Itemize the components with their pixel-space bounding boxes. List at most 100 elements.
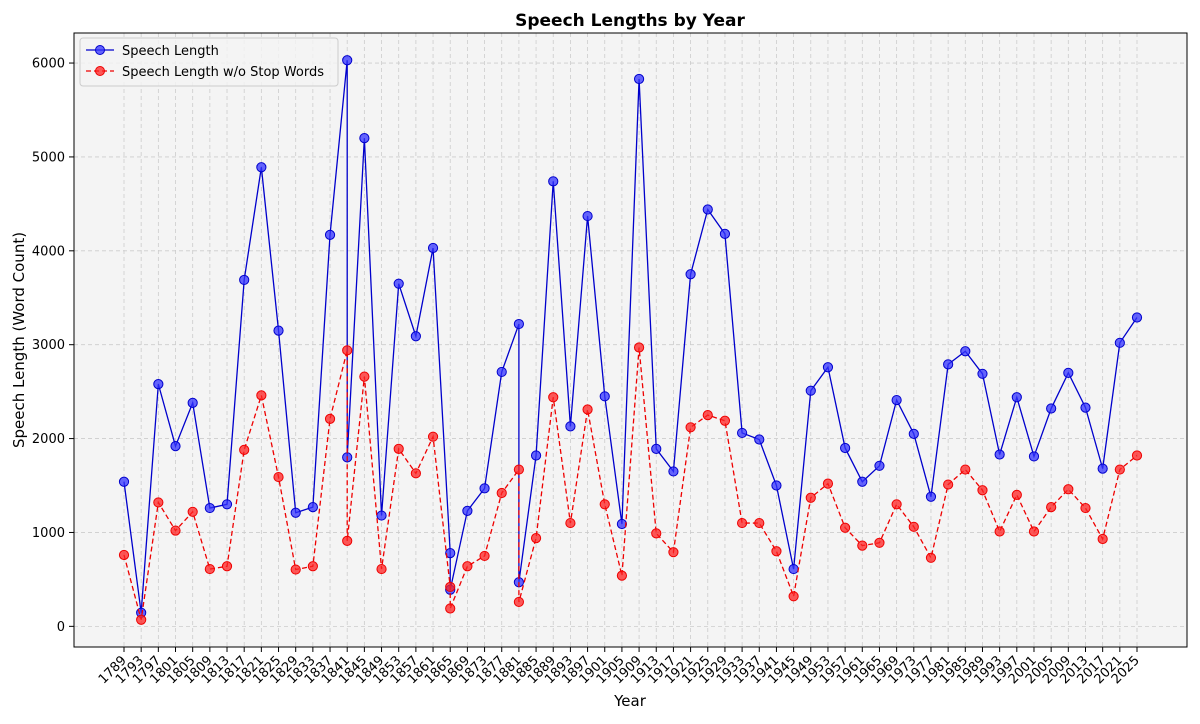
data-point (479, 483, 490, 494)
data-point (427, 242, 439, 254)
data-point (651, 443, 662, 455)
data-point (977, 368, 988, 379)
data-point (651, 528, 662, 539)
x-axis: 1789179317971801180518091813181718211825… (96, 647, 1143, 687)
data-point (994, 449, 1005, 460)
data-point (410, 468, 421, 479)
data-point (1046, 502, 1057, 513)
data-point (737, 517, 748, 529)
data-point (1046, 403, 1057, 414)
data-point (496, 487, 507, 499)
data-point (273, 325, 284, 336)
data-point (1028, 451, 1040, 462)
data-point (187, 397, 198, 409)
data-point (719, 415, 731, 426)
data-point (170, 525, 181, 536)
data-point (719, 228, 731, 240)
data-point (342, 55, 353, 66)
legend-box (79, 37, 339, 87)
data-point (1011, 489, 1022, 501)
data-point (256, 390, 267, 401)
data-point (857, 476, 868, 487)
data-point (633, 73, 645, 85)
series-1 (118, 55, 1143, 618)
data-point (290, 564, 301, 575)
data-point (118, 476, 130, 487)
data-point (1080, 502, 1091, 514)
data-point (633, 342, 645, 353)
data-point (668, 547, 679, 558)
data-point (1114, 337, 1125, 348)
data-point (943, 359, 954, 370)
data-point (153, 497, 164, 508)
data-point (359, 133, 370, 144)
data-point (668, 466, 679, 477)
data-point (754, 517, 765, 529)
data-point (187, 506, 198, 517)
data-point (565, 421, 576, 432)
data-point (513, 318, 524, 330)
legend: Speech Length Speech Length w/o Stop Wor… (79, 37, 339, 87)
data-point (273, 471, 284, 483)
y-axis-label: Speech Length (Word Count) (10, 232, 28, 448)
data-point (1028, 526, 1040, 537)
data-point (1131, 312, 1143, 323)
data-point (565, 517, 576, 529)
plot-background (74, 33, 1187, 647)
data-point (239, 274, 250, 286)
data-point (771, 480, 782, 491)
data-point (994, 526, 1005, 537)
data-point (874, 460, 885, 471)
legend-label-2: Speech Length w/o Stop Words (122, 65, 324, 80)
data-point (582, 404, 593, 415)
y-tick-label: 3000 (32, 338, 65, 353)
data-point (530, 532, 542, 544)
data-point (1114, 464, 1125, 475)
data-point (376, 510, 387, 521)
data-point (204, 563, 215, 575)
y-tick-label: 0 (57, 620, 65, 635)
data-point (359, 371, 370, 382)
y-axis: 0 1000 2000 3000 4000 5000 6000 (32, 57, 74, 635)
data-point (977, 485, 988, 496)
legend-label-1: Speech Length (122, 44, 219, 59)
data-point (908, 521, 919, 532)
data-point (788, 591, 799, 602)
data-point (221, 561, 233, 572)
data-point (702, 204, 713, 215)
data-point (290, 507, 301, 518)
y-tick-label: 6000 (32, 57, 65, 72)
data-point (737, 427, 748, 439)
data-point (616, 570, 628, 581)
data-point (445, 548, 456, 559)
y-tick-label: 1000 (32, 526, 65, 541)
data-point (410, 331, 421, 342)
y-tick-label: 2000 (32, 432, 65, 447)
x-axis-label: Year (613, 692, 647, 710)
data-point (822, 478, 834, 489)
data-point (582, 210, 593, 222)
data-point (1097, 533, 1108, 545)
data-point (170, 440, 181, 452)
data-point (462, 561, 473, 572)
data-point (445, 603, 456, 614)
data-point (1080, 402, 1091, 413)
data-point (376, 563, 387, 575)
data-point (256, 162, 267, 173)
data-point (805, 492, 816, 503)
data-point (599, 391, 610, 402)
data-point (548, 392, 559, 403)
data-point (788, 563, 799, 575)
data-point (840, 442, 851, 454)
data-point (805, 385, 816, 396)
data-point (479, 550, 490, 562)
data-point (685, 269, 696, 280)
data-point (840, 522, 851, 533)
data-point (1131, 450, 1143, 461)
data-point (342, 535, 353, 547)
data-point (342, 345, 353, 356)
data-point (702, 410, 713, 421)
data-point (771, 546, 782, 557)
